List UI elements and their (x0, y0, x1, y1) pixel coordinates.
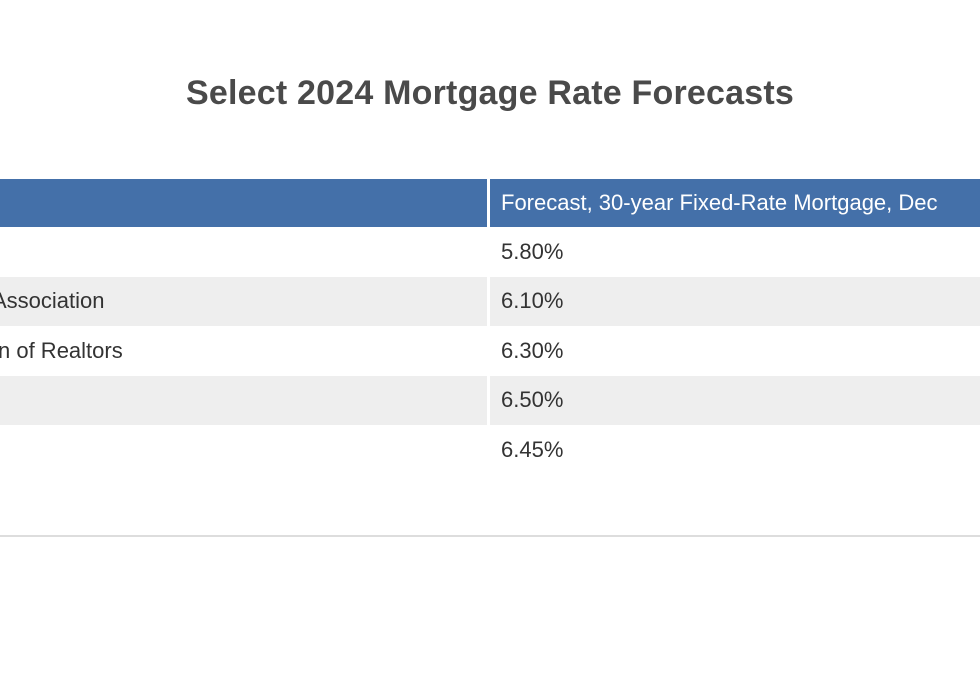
column-divider (487, 326, 490, 376)
header-cell-forecast: Forecast, 30-year Fixed-Rate Mortgage, D… (501, 190, 938, 215)
header-cell-source (0, 179, 487, 227)
chart-title: Select 2024 Mortgage Rate Forecasts (186, 74, 794, 112)
row-source-cell (0, 376, 487, 426)
row-forecast-cell: 5.80% (501, 238, 564, 264)
row-source-cell: n of Realtors (0, 337, 123, 363)
row-source-cell (0, 227, 487, 277)
table-row: n of Realtors 6.30% (0, 326, 980, 376)
row-forecast-cell: 6.50% (501, 387, 564, 413)
bottom-rule (0, 535, 980, 537)
table-row: 6.50% (0, 375, 980, 426)
column-divider (487, 425, 490, 475)
column-divider (487, 179, 490, 227)
forecast-table: Forecast, 30-year Fixed-Rate Mortgage, D… (0, 179, 980, 475)
row-forecast-cell: 6.10% (501, 288, 564, 314)
column-divider (487, 375, 490, 425)
table-row: Association 6.10% (0, 276, 980, 326)
row-source-cell (0, 425, 487, 475)
row-forecast-cell: 6.45% (501, 436, 564, 462)
table-row: 6.45% (0, 425, 980, 475)
column-divider (487, 227, 490, 277)
row-forecast-cell: 6.30% (501, 337, 564, 363)
table-header-row: Forecast, 30-year Fixed-Rate Mortgage, D… (0, 179, 980, 227)
table-row: 5.80% (0, 227, 980, 277)
column-divider (487, 276, 490, 326)
row-source-cell: Association (0, 288, 105, 314)
